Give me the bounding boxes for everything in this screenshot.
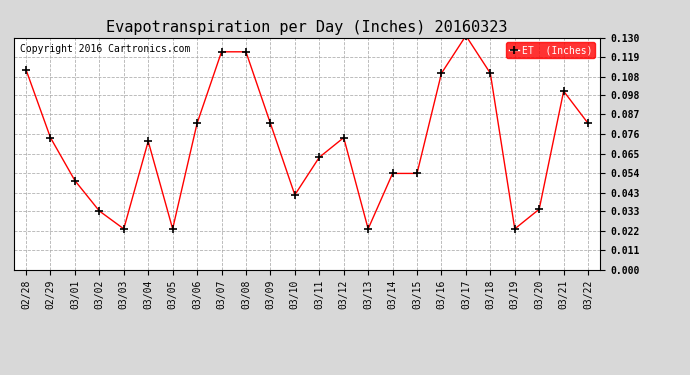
ET  (Inches) (315, 155, 324, 160)
ET  (Inches) (290, 193, 299, 197)
Legend: ET  (Inches): ET (Inches) (506, 42, 595, 58)
ET  (Inches) (511, 226, 519, 231)
Title: Evapotranspiration per Day (Inches) 20160323: Evapotranspiration per Day (Inches) 2016… (106, 20, 508, 35)
ET  (Inches) (339, 135, 348, 140)
ET  (Inches) (71, 178, 79, 183)
ET  (Inches) (413, 171, 421, 176)
ET  (Inches) (462, 33, 470, 38)
ET  (Inches) (266, 121, 275, 126)
ET  (Inches) (46, 135, 55, 140)
Line: ET  (Inches): ET (Inches) (22, 32, 592, 233)
ET  (Inches) (560, 89, 568, 93)
ET  (Inches) (364, 226, 373, 231)
Text: Copyright 2016 Cartronics.com: Copyright 2016 Cartronics.com (19, 45, 190, 54)
ET  (Inches) (144, 139, 152, 144)
ET  (Inches) (437, 71, 446, 75)
ET  (Inches) (388, 171, 397, 176)
ET  (Inches) (168, 226, 177, 231)
ET  (Inches) (119, 226, 128, 231)
ET  (Inches) (193, 121, 201, 126)
ET  (Inches) (217, 50, 226, 54)
ET  (Inches) (486, 71, 495, 75)
ET  (Inches) (95, 209, 104, 213)
ET  (Inches) (584, 121, 592, 126)
ET  (Inches) (22, 68, 30, 72)
ET  (Inches) (241, 50, 250, 54)
ET  (Inches) (535, 207, 543, 212)
